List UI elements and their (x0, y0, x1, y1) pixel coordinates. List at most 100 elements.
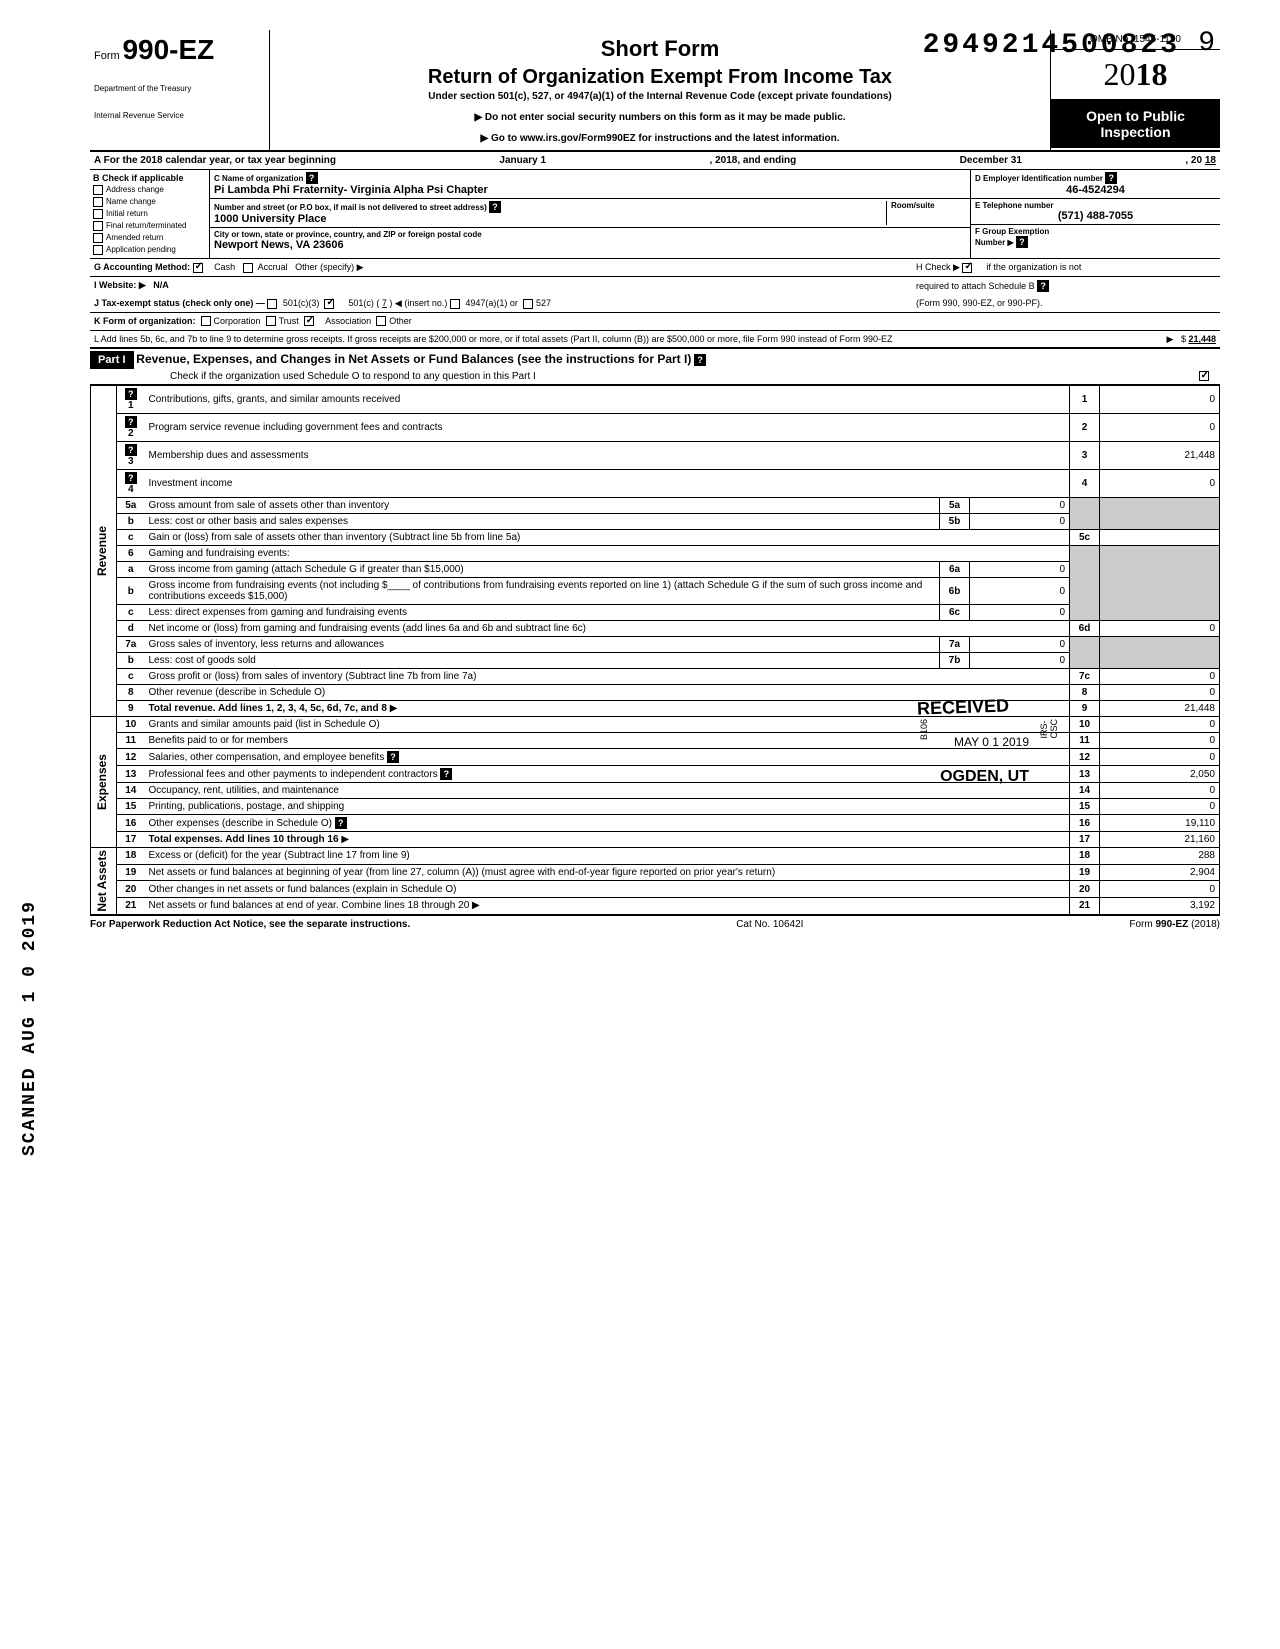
line2-desc: Program service revenue including govern… (149, 422, 443, 433)
line13-desc: Professional fees and other payments to … (149, 769, 438, 780)
chk-trust[interactable] (266, 316, 276, 326)
help-icon[interactable]: ? (694, 354, 706, 366)
row-g-h: G Accounting Method: Cash Accrual Other … (90, 259, 1220, 277)
room-label: Room/suite (891, 201, 966, 210)
chk-name[interactable] (93, 197, 103, 207)
chk-501c3[interactable] (267, 299, 277, 309)
form-number: 990-EZ (122, 34, 214, 65)
ein-label: D Employer Identification number (975, 174, 1103, 183)
line6a-desc: Gross income from gaming (attach Schedul… (149, 564, 464, 575)
lbl-trust: Trust (279, 316, 299, 327)
line21-amt: 3,192 (1100, 897, 1220, 914)
line5a-desc: Gross amount from sale of assets other t… (149, 500, 390, 511)
chk-amended[interactable] (93, 233, 103, 243)
part1-header-row: Part I Revenue, Expenses, and Changes in… (90, 348, 1220, 385)
lbl-501c: 501(c) ( (348, 298, 379, 308)
line7a-sub: 0 (970, 637, 1070, 653)
dln-stamp: 2949214500823 (923, 30, 1180, 61)
part1-check-text: Check if the organization used Schedule … (170, 371, 536, 382)
help-icon[interactable]: ? (125, 388, 137, 400)
side-netassets: Net Assets (95, 850, 109, 912)
line7b-desc: Less: cost of goods sold (149, 655, 256, 666)
help-icon[interactable]: ? (387, 751, 399, 763)
year-end: 18 (1205, 155, 1216, 166)
lbl-initial: Initial return (106, 209, 148, 218)
lbl-amended: Amended return (106, 233, 163, 242)
line5b-desc: Less: cost or other basis and sales expe… (149, 516, 349, 527)
chk-address[interactable] (93, 185, 103, 195)
dept-treasury: Department of the Treasury (94, 84, 265, 93)
phone-value: (571) 488-7055 (975, 210, 1216, 222)
side-revenue: Revenue (95, 526, 109, 576)
chk-other-org[interactable] (376, 316, 386, 326)
help-icon[interactable]: ? (125, 416, 137, 428)
line5c-desc: Gain or (loss) from sale of assets other… (149, 532, 521, 543)
line7c-desc: Gross profit or (loss) from sales of inv… (149, 671, 477, 682)
chk-4947[interactable] (450, 299, 460, 309)
h-text1: H Check ▶ (916, 262, 960, 272)
line6b-pre: Gross income from fundraising events (no… (149, 580, 388, 591)
footer: For Paperwork Reduction Act Notice, see … (90, 915, 1220, 930)
open-public-badge: Open to Public Inspection (1051, 100, 1220, 148)
line6b-sub: 0 (970, 578, 1070, 605)
line14-amt: 0 (1100, 783, 1220, 799)
chk-accrual[interactable] (243, 263, 253, 273)
line4-desc: Investment income (149, 478, 233, 489)
box-b: B Check if applicable Address change Nam… (90, 170, 210, 258)
line10-desc: Grants and similar amounts paid (list in… (149, 719, 380, 730)
h-text2: if the organization is not (986, 262, 1081, 272)
lbl-pending: Application pending (106, 245, 176, 254)
part1-title: Revenue, Expenses, and Changes in Net As… (136, 352, 691, 366)
line9-desc: Total revenue. Add lines 1, 2, 3, 4, 5c,… (149, 703, 387, 714)
line7a-desc: Gross sales of inventory, less returns a… (149, 639, 384, 650)
help-icon[interactable]: ? (1016, 236, 1028, 248)
box-c: C Name of organization ? Pi Lambda Phi F… (210, 170, 970, 258)
main-title: Return of Organization Exempt From Incom… (280, 66, 1040, 89)
lbl-other-org: Other (389, 316, 412, 327)
chk-corp[interactable] (201, 316, 211, 326)
line16-amt: 19,110 (1100, 815, 1220, 832)
line4-amt: 0 (1100, 470, 1220, 498)
line15-amt: 0 (1100, 799, 1220, 815)
help-icon[interactable]: ? (1037, 280, 1049, 292)
warning-url: ▶ Go to www.irs.gov/Form990EZ for instru… (280, 133, 1040, 144)
group-number-label: Number ▶ (975, 238, 1014, 247)
chk-pending[interactable] (93, 245, 103, 255)
line15-desc: Printing, publications, postage, and shi… (149, 801, 345, 812)
footer-form-pre: Form (1129, 919, 1152, 930)
line3-amt: 21,448 (1100, 442, 1220, 470)
received-date: MAY 0 1 2019 (954, 735, 1029, 749)
help-icon[interactable]: ? (306, 172, 318, 184)
line18-amt: 288 (1100, 848, 1220, 865)
row-i: I Website: ▶ N/A required to attach Sche… (90, 277, 1220, 295)
chk-527[interactable] (523, 299, 533, 309)
chk-final[interactable] (93, 221, 103, 231)
line6-desc: Gaming and fundraising events: (149, 548, 290, 559)
website-label: I Website: ▶ (94, 280, 146, 290)
line6d-amt: 0 (1100, 621, 1220, 637)
line14-desc: Occupancy, rent, utilities, and maintena… (149, 785, 339, 796)
line20-desc: Other changes in net assets or fund bala… (149, 884, 457, 895)
form-prefix: Form (94, 50, 120, 62)
line9-amt: 21,448 (1100, 701, 1220, 717)
help-icon[interactable]: ? (125, 444, 137, 456)
website-value: N/A (153, 280, 169, 290)
line6b-mid: of contributions (413, 580, 481, 591)
help-icon[interactable]: ? (1105, 172, 1117, 184)
help-icon[interactable]: ? (489, 201, 501, 213)
help-icon[interactable]: ? (335, 817, 347, 829)
footer-left: For Paperwork Reduction Act Notice, see … (90, 919, 410, 930)
help-icon[interactable]: ? (440, 768, 452, 780)
line5b-sub: 0 (970, 514, 1070, 530)
line5c-amt (1100, 530, 1220, 546)
row-l-text: L Add lines 5b, 6c, and 7b to line 9 to … (94, 334, 893, 344)
chk-initial[interactable] (93, 209, 103, 219)
ein-value: 46-4524294 (975, 184, 1216, 196)
lbl-corp: Corporation (214, 316, 261, 327)
line8-desc: Other revenue (describe in Schedule O) (149, 687, 326, 698)
year-prefix: 20 (1104, 56, 1136, 92)
subtitle: Under section 501(c), 527, or 4947(a)(1)… (280, 91, 1040, 102)
lbl-other-method: Other (specify) ▶ (295, 262, 363, 272)
help-icon[interactable]: ? (125, 472, 137, 484)
line5a-sub: 0 (970, 498, 1070, 514)
